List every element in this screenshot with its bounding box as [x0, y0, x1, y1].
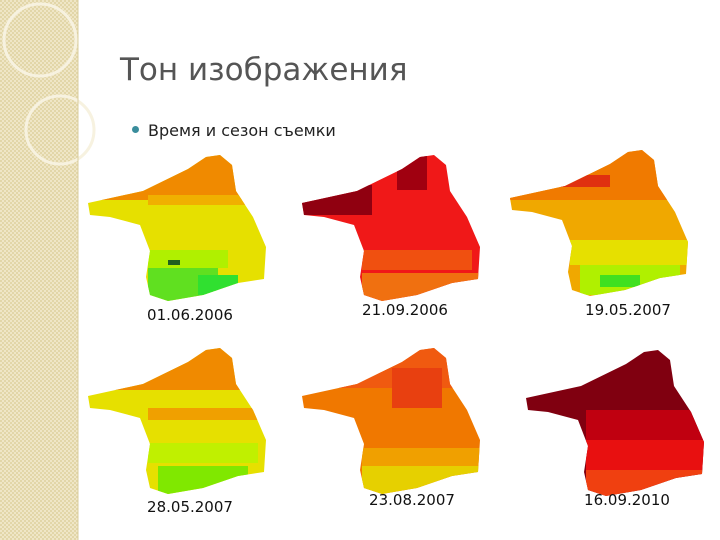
bullet-text: Время и сезон съемки — [148, 121, 336, 140]
slide-title: Тон изображения — [119, 52, 407, 88]
image-caption: 21.09.2006 — [362, 301, 448, 319]
map-image — [88, 348, 266, 494]
map-image — [302, 155, 480, 301]
decor-circle — [24, 94, 96, 166]
image-caption: 23.08.2007 — [369, 491, 455, 509]
side-strip — [0, 0, 78, 540]
bullet-dot — [132, 126, 139, 133]
image-caption: 28.05.2007 — [147, 498, 233, 516]
map-image — [526, 350, 704, 496]
decor-circle — [2, 2, 78, 78]
image-caption: 01.06.2006 — [147, 306, 233, 324]
map-image — [88, 155, 266, 301]
map-image — [302, 348, 480, 494]
map-image — [510, 150, 688, 296]
image-caption: 16.09.2010 — [584, 491, 670, 509]
image-caption: 19.05.2007 — [585, 301, 671, 319]
